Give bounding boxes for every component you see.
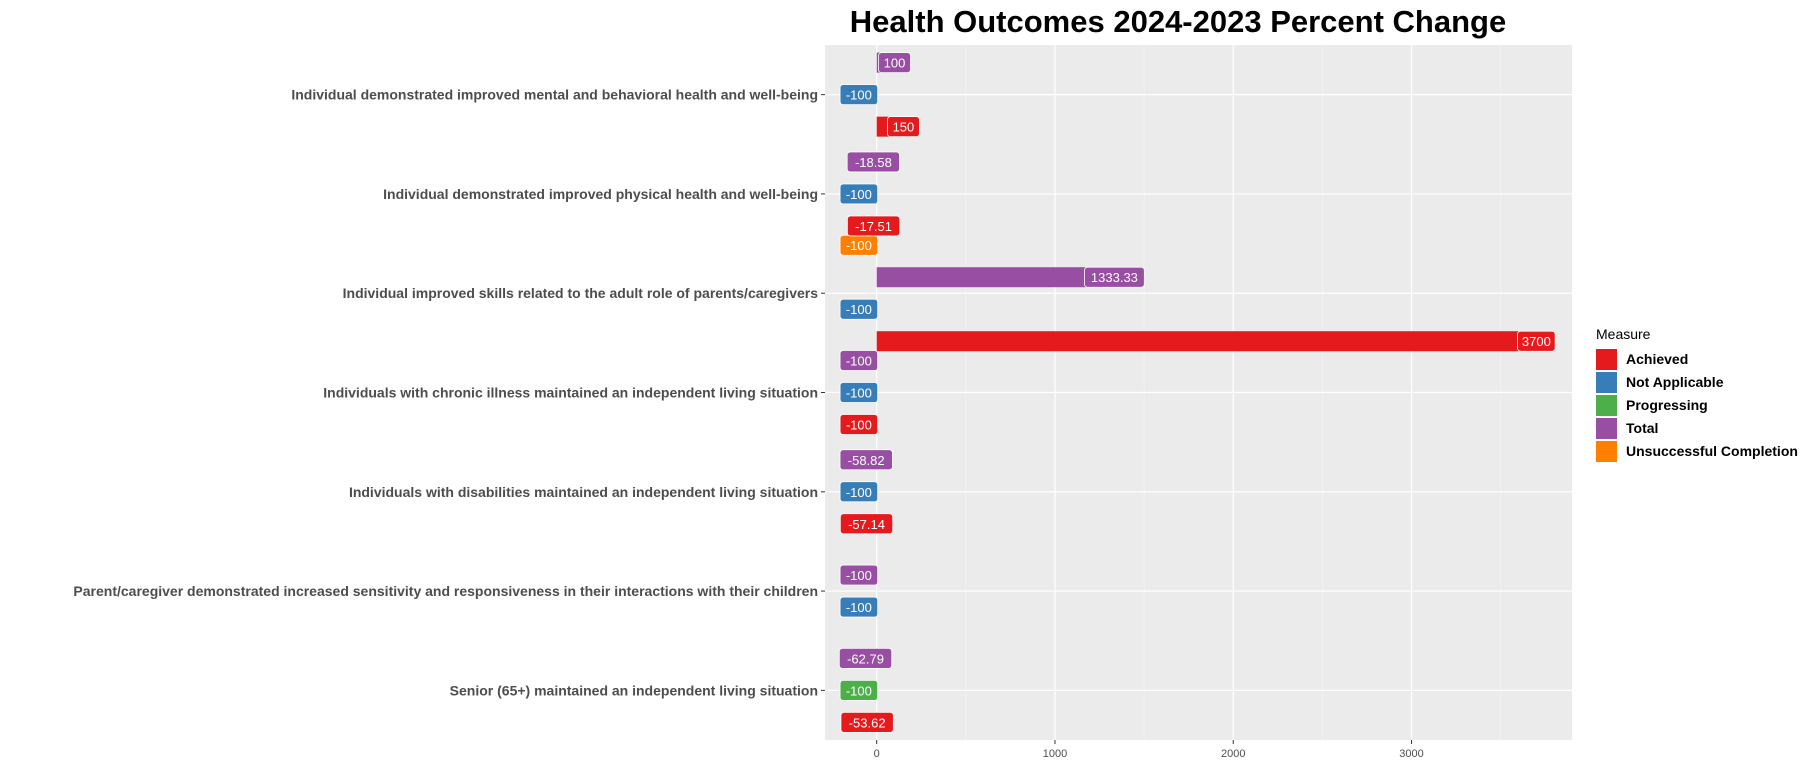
data-label-box <box>839 564 879 586</box>
data-label-box <box>846 215 901 237</box>
y-axis: Senior (65+) maintained an independent l… <box>73 87 825 698</box>
data-label-box <box>839 596 879 618</box>
data-label: -100 <box>846 187 872 202</box>
legend-label-progressing: Progressing <box>1626 397 1708 413</box>
x-axis: 0 1000 2000 3000 <box>874 740 1424 760</box>
category-label: Individuals with disabilities maintained… <box>349 484 818 500</box>
data-label: -100 <box>846 600 872 615</box>
data-label-box <box>839 449 893 471</box>
legend-label-not-applicable: Not Applicable <box>1626 374 1724 390</box>
chart-title: Health Outcomes 2024-2023 Percent Change <box>850 4 1506 39</box>
data-label: 100 <box>884 56 906 71</box>
data-label: -100 <box>846 568 872 583</box>
data-label-box <box>1517 330 1556 352</box>
data-label-box <box>839 414 879 435</box>
data-label: -100 <box>846 683 872 698</box>
category-label: Individual demonstrated improved physica… <box>383 186 818 202</box>
data-label-box <box>839 382 879 403</box>
data-label-box <box>839 679 879 701</box>
legend-title: Measure <box>1596 326 1651 342</box>
legend: Measure Achieved Not Applicable Progressin… <box>1596 326 1798 462</box>
x-tick-label: 3000 <box>1399 748 1423 760</box>
data-label-box <box>839 84 879 106</box>
category-label: Senior (65+) maintained an independent l… <box>450 682 818 698</box>
data-label: -100 <box>846 418 872 433</box>
data-label: -57.14 <box>848 517 885 532</box>
data-label-box <box>839 183 879 205</box>
data-label-box <box>846 151 900 173</box>
category-label: Parent/caregiver demonstrated increased … <box>73 583 818 599</box>
category-label: Individual demonstrated improved mental … <box>291 87 818 103</box>
legend-key-unsuccessful-completion <box>1596 441 1617 462</box>
legend-key-progressing <box>1596 395 1617 416</box>
data-label: -18.58 <box>855 155 892 170</box>
data-label: -100 <box>846 238 872 253</box>
data-label: 150 <box>893 120 915 135</box>
category-label: Individuals with chronic illness maintai… <box>323 385 818 401</box>
data-label-box <box>887 116 920 138</box>
data-label-box <box>839 298 879 320</box>
legend-label-unsuccessful-completion: Unsuccessful Completion <box>1626 443 1798 459</box>
data-label: -100 <box>846 485 872 500</box>
data-label-box <box>839 481 879 503</box>
bar-achieved <box>876 331 1537 352</box>
legend-label-achieved: Achieved <box>1626 351 1688 367</box>
data-label: -58.82 <box>848 453 885 468</box>
data-label: 1333.33 <box>1091 270 1138 285</box>
data-label: -100 <box>846 354 872 369</box>
data-label: -17.51 <box>855 219 892 234</box>
data-label-box <box>840 711 894 733</box>
x-tick-label: 2000 <box>1221 748 1245 760</box>
legend-key-total <box>1596 418 1617 439</box>
bar-total <box>876 267 1115 288</box>
data-label: -100 <box>846 88 872 103</box>
data-label: 3700 <box>1522 334 1551 349</box>
data-labels: -62.79 -100 -53.62 -100 -100 -58.82 -100 -57.14… <box>838 52 1556 733</box>
x-tick-label: 0 <box>874 748 880 760</box>
data-label: -53.62 <box>849 715 886 730</box>
category-label: Individual improved skills related to th… <box>343 285 819 301</box>
data-label: -100 <box>846 302 872 317</box>
x-tick-label: 1000 <box>1043 748 1067 760</box>
data-label-box <box>839 350 879 371</box>
data-label-box <box>839 513 894 535</box>
data-label: -62.79 <box>847 651 884 666</box>
legend-key-not-applicable <box>1596 372 1617 393</box>
data-label: -100 <box>846 386 872 401</box>
legend-key-achieved <box>1596 349 1617 370</box>
legend-label-total: Total <box>1626 420 1658 436</box>
data-label-box <box>1084 266 1145 288</box>
data-label-box <box>838 647 893 669</box>
grid-lines <box>825 45 1572 740</box>
data-label-box <box>878 52 911 74</box>
